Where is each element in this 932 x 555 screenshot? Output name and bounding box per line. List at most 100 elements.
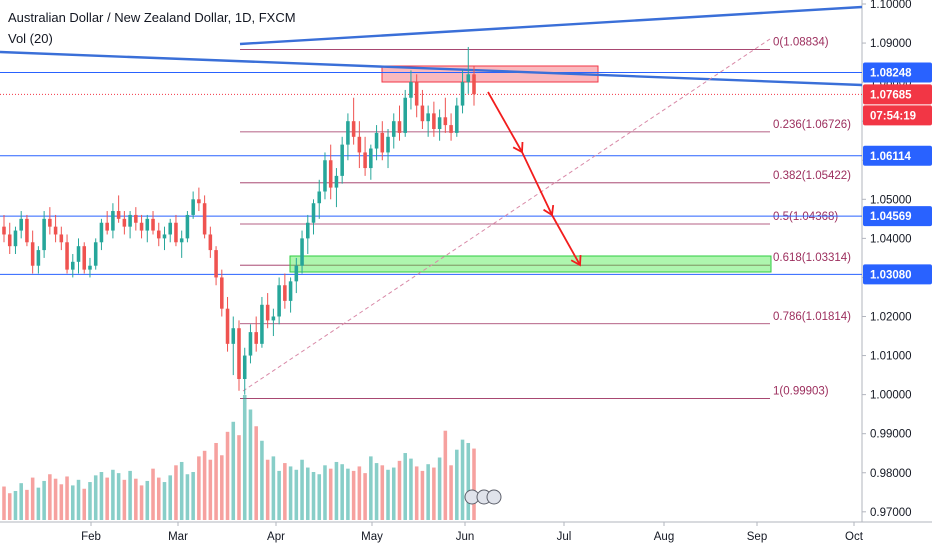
candle-body[interactable] bbox=[472, 74, 476, 95]
candle-body[interactable] bbox=[2, 226, 6, 235]
candle-body[interactable] bbox=[409, 82, 413, 98]
candle-body[interactable] bbox=[455, 105, 459, 133]
candle-body[interactable] bbox=[460, 82, 465, 106]
candle-body[interactable] bbox=[357, 136, 362, 153]
candle-body[interactable] bbox=[7, 234, 12, 247]
candle-body[interactable] bbox=[426, 113, 430, 122]
economic-event-marker[interactable] bbox=[486, 489, 502, 505]
candle-body[interactable] bbox=[116, 211, 121, 219]
candle-body[interactable] bbox=[128, 214, 132, 227]
candle-body[interactable] bbox=[311, 203, 316, 223]
candle-body[interactable] bbox=[30, 242, 35, 266]
candle-body[interactable] bbox=[248, 332, 253, 356]
candle-body[interactable] bbox=[317, 191, 322, 204]
candlesticks[interactable] bbox=[2, 46, 476, 395]
candle-body[interactable] bbox=[134, 214, 138, 223]
horizontal-lines[interactable] bbox=[0, 71, 862, 275]
candle-body[interactable] bbox=[99, 222, 104, 243]
candle-body[interactable] bbox=[59, 234, 64, 243]
candle-body[interactable] bbox=[156, 230, 161, 239]
candle-body[interactable] bbox=[340, 144, 344, 176]
candle-body[interactable] bbox=[25, 218, 29, 243]
projection-arrow[interactable] bbox=[487, 91, 523, 153]
candle-body[interactable] bbox=[174, 222, 178, 243]
candle-body[interactable] bbox=[374, 132, 379, 149]
candle-body[interactable] bbox=[391, 121, 396, 137]
candle-body[interactable] bbox=[214, 250, 218, 278]
candle-body[interactable] bbox=[225, 308, 230, 344]
candle-body[interactable] bbox=[191, 199, 195, 215]
candle-body[interactable] bbox=[334, 175, 339, 188]
support-zone[interactable] bbox=[289, 255, 772, 273]
projection-arrow[interactable] bbox=[521, 151, 553, 216]
trend-lines[interactable] bbox=[0, 5, 863, 392]
candle-body[interactable] bbox=[466, 74, 471, 83]
candle-body[interactable] bbox=[111, 211, 115, 231]
projection-arrow[interactable] bbox=[551, 214, 581, 266]
candle-body[interactable] bbox=[328, 160, 333, 188]
price-tag[interactable] bbox=[863, 62, 932, 83]
falling-trendline[interactable] bbox=[0, 50, 863, 87]
price-tag[interactable] bbox=[863, 145, 932, 166]
candle-body[interactable] bbox=[208, 234, 213, 251]
candle-body[interactable] bbox=[162, 234, 167, 239]
candle-body[interactable] bbox=[300, 238, 304, 266]
candle-body[interactable] bbox=[306, 222, 310, 239]
price-tag[interactable] bbox=[863, 105, 932, 126]
candle-body[interactable] bbox=[242, 355, 247, 379]
candle-body[interactable] bbox=[151, 218, 155, 231]
candle-body[interactable] bbox=[71, 261, 75, 270]
candle-body[interactable] bbox=[65, 242, 69, 270]
candle-body[interactable] bbox=[369, 148, 373, 169]
candle-body[interactable] bbox=[19, 218, 23, 231]
candle-body[interactable] bbox=[432, 113, 436, 129]
candle-body[interactable] bbox=[185, 214, 190, 239]
candle-body[interactable] bbox=[105, 222, 109, 231]
rising-trendline[interactable] bbox=[239, 5, 863, 46]
candle-body[interactable] bbox=[231, 328, 236, 344]
candle-body[interactable] bbox=[323, 160, 327, 192]
candle-body[interactable] bbox=[363, 152, 367, 169]
candle-body[interactable] bbox=[449, 125, 453, 133]
fibonacci-retracement[interactable]: 0(1.08834) 0.236(1.06726) 0.382(1.05422) 0.… bbox=[240, 37, 851, 399]
candle-body[interactable] bbox=[265, 304, 270, 321]
candle-body[interactable] bbox=[260, 304, 264, 344]
candle-body[interactable] bbox=[202, 203, 207, 235]
price-axis[interactable]: 1.100001.090001.080001.070001.060001.050… bbox=[862, 0, 932, 519]
candle-body[interactable] bbox=[82, 246, 87, 270]
candle-body[interactable] bbox=[437, 117, 442, 129]
candle-body[interactable] bbox=[386, 136, 390, 153]
candle-body[interactable] bbox=[380, 132, 385, 153]
candle-body[interactable] bbox=[53, 226, 58, 235]
price-tag[interactable] bbox=[863, 264, 932, 285]
candle-body[interactable] bbox=[197, 199, 201, 204]
candle-body[interactable] bbox=[88, 265, 92, 270]
candle-body[interactable] bbox=[76, 246, 81, 262]
candle-body[interactable] bbox=[443, 117, 448, 126]
projection-arrows[interactable] bbox=[487, 91, 582, 267]
candle-body[interactable] bbox=[220, 277, 224, 309]
candle-body[interactable] bbox=[397, 121, 402, 133]
candle-body[interactable] bbox=[145, 218, 150, 231]
candle-body[interactable] bbox=[168, 222, 172, 235]
price-tag[interactable] bbox=[863, 206, 932, 227]
candle-body[interactable] bbox=[414, 82, 419, 106]
candle-body[interactable] bbox=[42, 218, 46, 251]
candle-body[interactable] bbox=[271, 316, 276, 321]
candle-body[interactable] bbox=[283, 285, 287, 301]
candle-body[interactable] bbox=[403, 97, 407, 133]
time-axis[interactable]: Feb Mar Apr May Jun Jul Aug Sep Oct bbox=[81, 522, 864, 543]
candle-body[interactable] bbox=[122, 218, 127, 227]
candle-body[interactable] bbox=[237, 328, 241, 379]
price-tag[interactable] bbox=[863, 84, 932, 105]
candle-body[interactable] bbox=[420, 105, 425, 122]
candle-body[interactable] bbox=[254, 332, 258, 344]
candle-body[interactable] bbox=[277, 285, 281, 317]
candle-body[interactable] bbox=[288, 281, 293, 301]
candle-body[interactable] bbox=[36, 250, 41, 266]
candle-body[interactable] bbox=[13, 230, 18, 247]
candle-body[interactable] bbox=[93, 242, 98, 266]
candle-body[interactable] bbox=[179, 238, 184, 243]
